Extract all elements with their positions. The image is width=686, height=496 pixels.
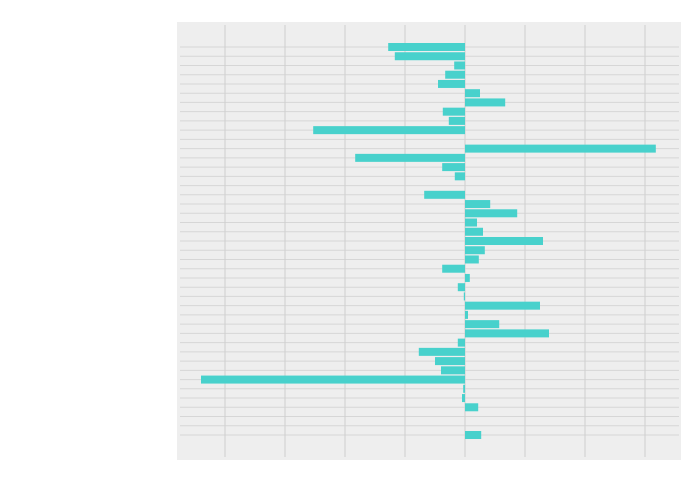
bar [313, 126, 465, 135]
bar [465, 89, 480, 98]
bar [463, 384, 465, 393]
bar [442, 264, 465, 273]
bar [465, 431, 482, 439]
bar [457, 283, 465, 292]
bar [445, 70, 465, 79]
bar [394, 52, 465, 61]
bar [465, 98, 506, 107]
bar [465, 209, 518, 218]
bar [457, 338, 465, 347]
bar [201, 375, 465, 384]
bar [448, 116, 465, 125]
bar [465, 301, 540, 310]
bar [441, 366, 465, 375]
bar [388, 43, 465, 51]
bar [465, 227, 483, 236]
bar [463, 292, 465, 301]
bar [454, 172, 465, 181]
bar [465, 218, 477, 227]
bar [442, 107, 465, 116]
bar [465, 403, 479, 412]
bar [465, 200, 491, 209]
bar [418, 347, 465, 356]
bar [465, 320, 500, 329]
bar [465, 255, 479, 264]
bar [454, 61, 465, 70]
bar [465, 144, 656, 153]
bar [435, 357, 465, 366]
bar [465, 237, 543, 245]
bar [465, 329, 549, 338]
bar [424, 190, 465, 199]
bar [465, 246, 485, 255]
bar [465, 273, 470, 282]
bar [442, 163, 465, 172]
bar [465, 310, 468, 319]
bar [355, 153, 465, 162]
bar [462, 394, 465, 403]
bar [438, 79, 465, 88]
